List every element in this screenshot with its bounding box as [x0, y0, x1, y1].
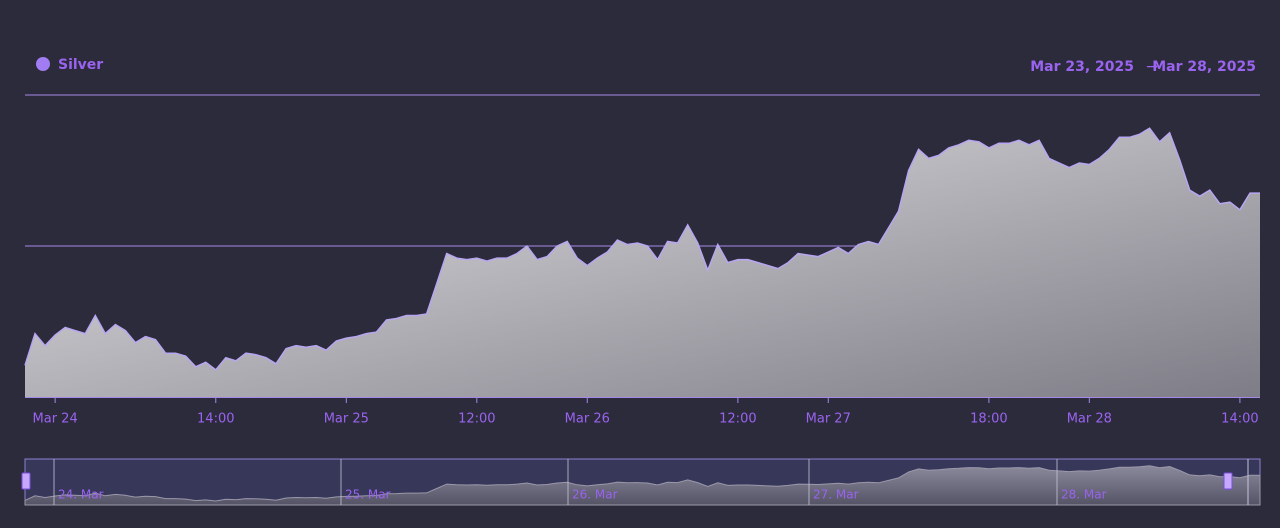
x-tick-label: Mar 26: [565, 412, 610, 427]
x-tick-label: Mar 25: [324, 412, 369, 427]
range-from[interactable]: Mar 23, 2025: [1030, 59, 1134, 75]
navigator-handle-left[interactable]: [21, 472, 31, 490]
x-tick-label: 12:00: [458, 412, 495, 427]
x-tick-label: Mar 28: [1067, 412, 1112, 427]
x-tick-label: Mar 24: [33, 412, 78, 427]
x-tick-label: 18:00: [970, 412, 1007, 427]
navigator-area: [24, 465, 1261, 506]
navigator-label: 24. Mar: [58, 488, 104, 502]
x-tick-label: 14:00: [1221, 412, 1258, 427]
legend-label[interactable]: Silver: [58, 57, 103, 73]
x-tick-label: Mar 27: [806, 412, 851, 427]
navigator-label: 25. Mar: [345, 488, 391, 502]
x-tick-label: 12:00: [719, 412, 756, 427]
x-tick-label: 14:00: [197, 412, 234, 427]
legend-marker[interactable]: [36, 57, 50, 71]
navigator-label: 27. Mar: [813, 488, 859, 502]
navigator-label: 28. Mar: [1061, 488, 1107, 502]
series-line: [24, 127, 1260, 371]
navigator-label: 26. Mar: [572, 488, 618, 502]
range-separator: →: [1146, 59, 1158, 75]
area-fill: [25, 128, 1260, 397]
navigator-handle-right[interactable]: [1223, 472, 1233, 490]
range-to[interactable]: Mar 28, 2025: [1152, 59, 1256, 75]
